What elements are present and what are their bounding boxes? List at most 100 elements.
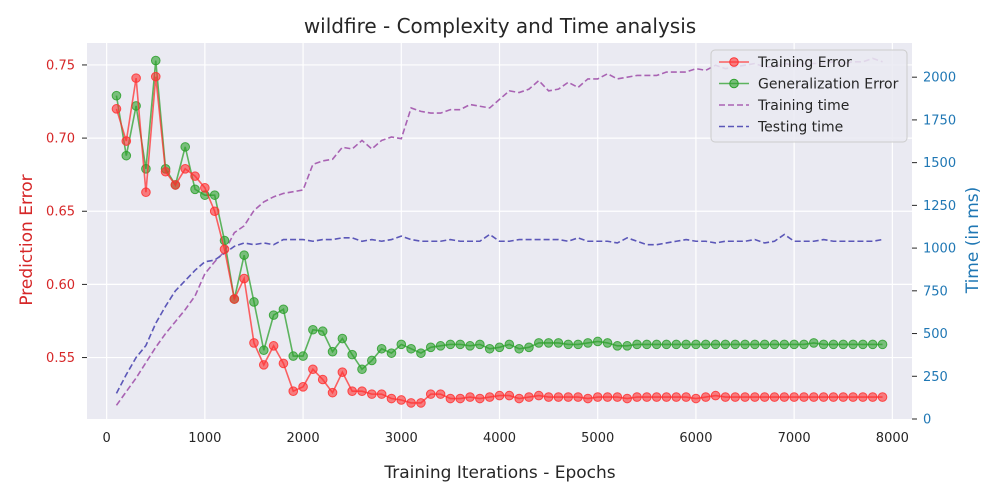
data-point xyxy=(180,164,191,174)
data-point xyxy=(376,343,387,354)
data-point xyxy=(396,395,407,405)
data-point xyxy=(877,392,888,402)
y-axis-left-label: Prediction Error xyxy=(17,174,37,305)
series-line-training-time xyxy=(115,57,883,406)
data-point xyxy=(278,358,289,369)
x-tick-label: 0 xyxy=(103,431,111,446)
data-point xyxy=(209,206,220,217)
data-point xyxy=(288,386,299,397)
y-right-tick-label: 1250 xyxy=(923,199,956,214)
data-point xyxy=(327,346,338,357)
data-point xyxy=(258,360,269,370)
data-point xyxy=(435,341,446,351)
data-point xyxy=(190,184,200,195)
data-point xyxy=(121,150,132,161)
data-point xyxy=(671,392,682,402)
data-point xyxy=(347,349,357,360)
data-point xyxy=(750,392,760,402)
data-point xyxy=(249,338,259,348)
data-point xyxy=(111,104,122,114)
data-point xyxy=(808,338,819,348)
data-point xyxy=(416,348,426,358)
data-point xyxy=(838,339,849,350)
axes-layer: 0 1000 2000 3000 4000 5000 6000 7000 80000.550.6… xyxy=(46,58,956,446)
data-point xyxy=(317,326,328,337)
data-point xyxy=(258,345,269,356)
data-point xyxy=(553,392,564,402)
legend-label: Training time xyxy=(757,98,849,114)
data-point xyxy=(445,393,456,404)
data-point xyxy=(229,294,240,304)
data-point xyxy=(367,355,377,366)
data-point xyxy=(828,339,839,350)
data-point xyxy=(484,392,495,402)
data-point xyxy=(858,392,868,402)
series-line-testing-time xyxy=(115,233,883,394)
y-axis-right-label: Time (in ms) xyxy=(963,187,983,295)
data-point xyxy=(877,339,888,350)
data-point xyxy=(848,392,858,402)
data-point xyxy=(691,393,701,404)
data-point xyxy=(563,392,574,402)
y-right-tick-label: 1750 xyxy=(923,113,956,128)
data-point xyxy=(769,339,780,350)
legend-box xyxy=(710,49,908,143)
data-point xyxy=(514,343,524,354)
x-axis-label: Training Iterations - Epochs xyxy=(383,463,615,483)
x-tick-label: 3000 xyxy=(385,431,418,446)
data-point xyxy=(484,343,495,354)
data-point xyxy=(720,392,731,402)
data-point xyxy=(200,183,210,193)
data-point xyxy=(759,392,770,402)
data-point xyxy=(818,339,829,350)
data-point xyxy=(298,351,308,361)
data-point xyxy=(710,339,721,350)
data-point xyxy=(455,339,466,350)
data-point xyxy=(622,341,632,351)
y-right-tick-label: 750 xyxy=(923,284,948,299)
y-left-tick-label: 0.65 xyxy=(46,205,75,220)
legend-label: Testing time xyxy=(757,120,843,136)
data-point xyxy=(632,339,642,350)
data-point xyxy=(573,339,583,350)
data-point xyxy=(808,392,819,402)
data-point xyxy=(406,343,416,354)
legend-marker xyxy=(729,78,739,89)
data-point xyxy=(730,339,741,350)
y-right-tick-label: 250 xyxy=(923,370,948,385)
x-tick-label: 6000 xyxy=(679,431,712,446)
y-right-tick-label: 500 xyxy=(923,327,948,342)
data-point xyxy=(268,310,279,320)
data-point xyxy=(622,393,632,404)
data-point xyxy=(406,398,416,408)
y-left-tick-label: 0.55 xyxy=(46,351,75,366)
data-point xyxy=(681,392,691,402)
data-point xyxy=(239,273,249,284)
data-point xyxy=(592,336,603,347)
data-point xyxy=(347,386,357,397)
data-point xyxy=(514,393,524,404)
data-point xyxy=(789,339,799,350)
data-point xyxy=(268,341,279,351)
data-point xyxy=(533,338,544,348)
y-right-tick-label: 0 xyxy=(923,413,931,428)
x-tick-label: 2000 xyxy=(287,431,320,446)
data-point xyxy=(642,339,652,350)
data-point xyxy=(602,338,613,348)
data-point xyxy=(750,339,760,350)
data-point xyxy=(357,386,367,397)
data-point xyxy=(799,392,809,402)
data-point xyxy=(740,339,750,350)
legend-label: Training Error xyxy=(757,55,852,71)
y-left-tick-label: 0.70 xyxy=(46,132,75,147)
data-point xyxy=(494,390,505,401)
data-point xyxy=(465,392,475,402)
data-point xyxy=(543,392,554,402)
data-point xyxy=(789,392,799,402)
data-point xyxy=(416,398,426,408)
y-left-tick-label: 0.75 xyxy=(46,58,75,73)
data-point xyxy=(504,339,515,350)
data-point xyxy=(661,392,672,402)
data-point xyxy=(337,333,348,344)
